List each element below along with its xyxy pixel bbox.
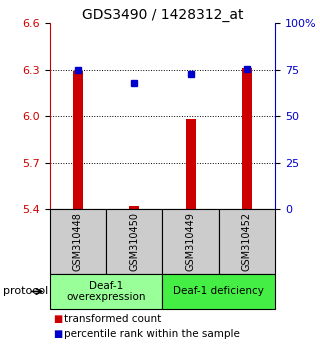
Text: GSM310449: GSM310449	[186, 212, 196, 271]
Bar	[186, 119, 196, 209]
Title: GDS3490 / 1428312_at: GDS3490 / 1428312_at	[82, 8, 243, 22]
Text: Deaf-1 deficiency: Deaf-1 deficiency	[173, 286, 264, 297]
Text: ■: ■	[53, 329, 62, 339]
Text: GSM310452: GSM310452	[242, 212, 252, 271]
Bar	[129, 206, 139, 209]
Text: ■: ■	[53, 314, 62, 324]
Text: protocol: protocol	[3, 286, 48, 297]
Text: percentile rank within the sample: percentile rank within the sample	[64, 329, 240, 339]
Bar	[242, 68, 252, 209]
Text: GSM310448: GSM310448	[73, 212, 83, 271]
Bar	[73, 71, 83, 209]
Text: transformed count: transformed count	[64, 314, 161, 324]
Text: Deaf-1
overexpression: Deaf-1 overexpression	[66, 281, 146, 302]
Text: GSM310450: GSM310450	[129, 212, 139, 271]
